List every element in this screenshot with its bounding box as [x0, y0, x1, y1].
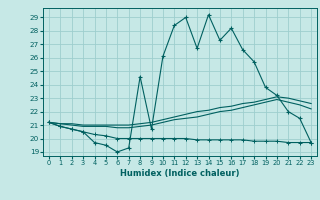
- X-axis label: Humidex (Indice chaleur): Humidex (Indice chaleur): [120, 169, 240, 178]
